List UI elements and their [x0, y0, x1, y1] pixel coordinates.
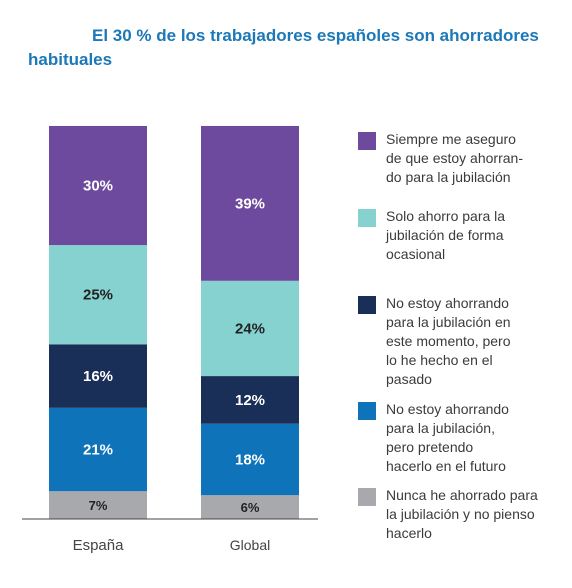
data-label-global-0: 6% [241, 500, 260, 515]
data-label-global-4: 39% [235, 195, 265, 212]
bar-segment-global-4 [201, 125, 299, 281]
legend-label-nunca: Nunca he ahorrado para la jubilación y n… [386, 486, 556, 543]
legend-line: pasado [386, 371, 432, 387]
category-label-global: Global [230, 537, 270, 553]
legend-item-pasado: No estoy ahorrando para la jubilación en… [358, 294, 556, 389]
legend-line: para la jubilación en [386, 314, 511, 330]
legend-line: pero pretendo [386, 439, 474, 455]
legend-line: No estoy ahorrando [386, 401, 509, 417]
legend-label-siempre: Siempre me aseguro de que estoy ahorran-… [386, 130, 556, 187]
data-label-españa-3: 25% [83, 287, 113, 304]
legend-line: la jubilación y no pienso [386, 506, 535, 522]
bar-segment-españa-2 [49, 344, 147, 408]
legend-line: hacerlo [386, 525, 432, 541]
bar-segment-españa-1 [49, 407, 147, 492]
bar-segment-global-0 [201, 495, 299, 519]
legend-line: No estoy ahorrando [386, 295, 509, 311]
bar-segment-global-1 [201, 423, 299, 496]
legend-line: Solo ahorro para la [386, 208, 506, 224]
legend-line: lo he hecho en el [386, 352, 493, 368]
legend-line: para la jubilación, [386, 420, 495, 436]
legend-item-nunca: Nunca he ahorrado para la jubilación y n… [358, 486, 556, 543]
legend-item-siempre: Siempre me aseguro de que estoy ahorran-… [358, 130, 556, 187]
legend-swatch-siempre [358, 132, 376, 150]
legend-swatch-pasado [358, 296, 376, 314]
legend-line: ocasional [386, 246, 446, 262]
legend-label-pasado: No estoy ahorrando para la jubilación en… [386, 294, 556, 389]
data-label-global-2: 12% [235, 392, 265, 409]
data-label-españa-0: 7% [89, 498, 108, 513]
chart-title-text: El 30 % de los trabajadores españoles so… [28, 26, 539, 69]
legend-line: Siempre me aseguro [386, 131, 516, 147]
legend-line: do para la jubilación [386, 169, 511, 185]
legend-swatch-nunca [358, 488, 376, 506]
data-label-global-3: 24% [235, 320, 265, 337]
bar-segment-global-3 [201, 280, 299, 377]
legend-line: este momento, pero [386, 333, 511, 349]
category-label-españa: España [73, 537, 125, 554]
legend-item-ocasional: Solo ahorro para la jubilación de forma … [358, 207, 556, 264]
legend-line: Nunca he ahorrado para [386, 487, 538, 503]
legend-label-futuro: No estoy ahorrando para la jubilación, p… [386, 400, 556, 476]
data-label-españa-4: 30% [83, 178, 113, 195]
legend-swatch-ocasional [358, 209, 376, 227]
bar-segment-españa-4 [49, 125, 147, 246]
data-label-españa-2: 16% [83, 368, 113, 385]
legend-line: hacerlo en el futuro [386, 458, 506, 474]
legend-label-ocasional: Solo ahorro para la jubilación de forma … [386, 207, 556, 264]
legend-line: de que estoy ahorran- [386, 150, 523, 166]
bar-segment-global-2 [201, 376, 299, 424]
legend-swatch-futuro [358, 402, 376, 420]
data-label-global-1: 18% [235, 451, 265, 468]
chart-title: El 30 % de los trabajadores españoles so… [28, 24, 548, 72]
data-label-españa-1: 21% [83, 442, 113, 459]
bar-segment-españa-0 [49, 491, 147, 519]
legend-item-futuro: No estoy ahorrando para la jubilación, p… [358, 400, 556, 476]
bar-segment-españa-3 [49, 245, 147, 345]
legend-line: jubilación de forma [386, 227, 504, 243]
